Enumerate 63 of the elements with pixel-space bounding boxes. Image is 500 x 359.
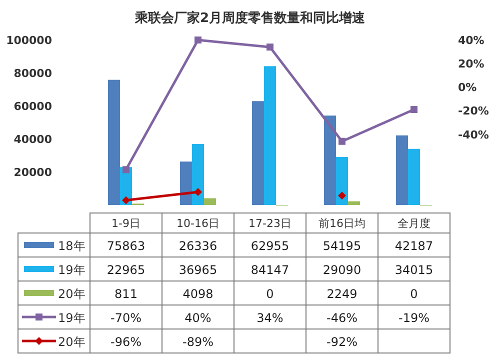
- bar: [108, 80, 120, 205]
- data-label: 84147: [250, 263, 290, 277]
- y-tick-label: 100000: [6, 34, 52, 47]
- data-label: 0: [266, 287, 274, 301]
- data-label: 36965: [178, 263, 218, 277]
- legend-label: 20年: [58, 287, 86, 301]
- data-label: 0: [410, 287, 418, 301]
- data-label: 22965: [106, 263, 146, 277]
- data-label: 29090: [322, 263, 362, 277]
- bar: [192, 144, 204, 205]
- y2-tick-label: -20%: [458, 104, 489, 118]
- data-label: -70%: [110, 311, 142, 325]
- data-label: -89%: [182, 335, 214, 349]
- y2-tick-label: 20%: [458, 58, 484, 71]
- x-tick-label: 17-23日: [248, 217, 292, 230]
- data-label: 62955: [250, 239, 290, 253]
- bar: [408, 148, 420, 205]
- data-label: -96%: [110, 335, 142, 349]
- bar: [180, 162, 192, 205]
- data-label: -92%: [326, 335, 358, 349]
- legend-label: 18年: [58, 239, 86, 253]
- data-label: 2249: [326, 287, 358, 301]
- data-label: 34%: [256, 311, 284, 325]
- data-label: 42187: [394, 239, 434, 253]
- y-tick-label: 20000: [14, 166, 52, 179]
- y-tick-label: 60000: [14, 100, 52, 113]
- bar: [336, 157, 348, 205]
- y2-tick-label: -40%: [458, 128, 489, 142]
- data-label: 34015: [394, 263, 434, 277]
- data-label: 811: [114, 287, 138, 301]
- legend-label: 19年: [58, 263, 86, 277]
- point: [194, 188, 202, 196]
- y-tick-label: 40000: [14, 133, 52, 146]
- data-label: -19%: [398, 311, 430, 325]
- data-label: 54195: [322, 239, 362, 253]
- legend-label: 19年: [58, 311, 86, 325]
- y-tick-label: 80000: [14, 67, 52, 80]
- data-label: 4098: [182, 287, 214, 301]
- point: [266, 44, 274, 51]
- x-tick-label: 前16日均: [318, 217, 366, 230]
- point: [338, 192, 346, 200]
- x-tick-label: 10-16日: [176, 217, 220, 230]
- data-label: -46%: [326, 311, 358, 325]
- data-label: 26336: [178, 239, 218, 253]
- bar: [348, 201, 360, 205]
- point: [194, 36, 202, 44]
- x-tick-label: 全月度: [398, 217, 430, 230]
- point: [338, 138, 346, 145]
- x-tick-label: 1-9日: [112, 217, 140, 230]
- point: [122, 166, 130, 174]
- data-label: 40%: [184, 311, 212, 325]
- legend-label: 20年: [58, 335, 86, 349]
- bar: [204, 198, 216, 205]
- data-label: 75863: [106, 239, 146, 253]
- point: [410, 106, 418, 114]
- point: [122, 196, 130, 204]
- chart-title: 乘联会厂家2月周度零售数量和同比增速: [134, 10, 366, 26]
- bar: [252, 101, 264, 205]
- y2-tick-label: 40%: [458, 34, 484, 47]
- bar: [396, 135, 408, 205]
- bar: [324, 116, 336, 205]
- bar: [264, 66, 276, 205]
- y2-tick-label: 0%: [458, 81, 477, 94]
